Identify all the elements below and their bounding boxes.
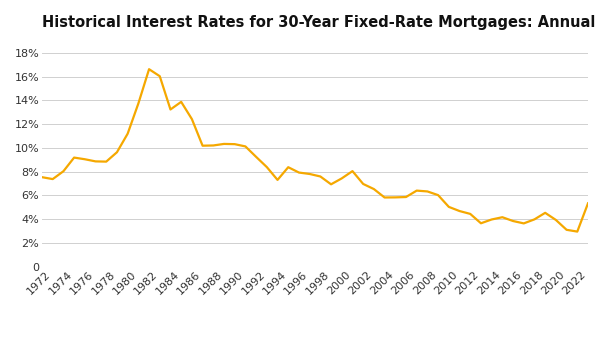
Text: Historical Interest Rates for 30-Year Fixed-Rate Mortgages: Annual Averages, 197: Historical Interest Rates for 30-Year Fi… xyxy=(42,15,600,30)
